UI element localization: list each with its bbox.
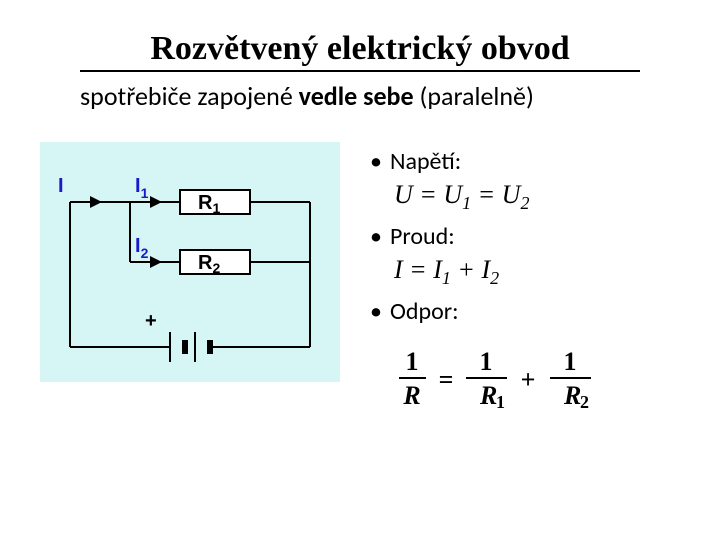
subtitle: spotřebiče zapojené vedle sebe (paraleln…: [80, 80, 640, 112]
bullet-voltage: •Napětí:: [370, 147, 694, 176]
subtitle-p2: (paralelně): [414, 80, 534, 112]
bullet-voltage-text: Napětí:: [390, 147, 461, 176]
bullet-resistance: •Odpor:: [370, 297, 694, 326]
label-I1-sub: 1: [141, 185, 149, 201]
bullet-resistance-text: Odpor:: [390, 297, 459, 326]
label-R1-sub: 1: [212, 200, 220, 216]
label-R2-sub: 2: [212, 260, 220, 276]
label-R2: R: [198, 252, 213, 274]
label-R1: R: [198, 192, 213, 214]
svg-text:1: 1: [480, 347, 493, 376]
formula-voltage: U = U1 = U2: [394, 180, 694, 214]
formula-current: I = I1 + I2: [394, 255, 694, 289]
page-title: Rozvětvený elektrický obvod: [80, 30, 640, 72]
svg-text:1: 1: [406, 347, 419, 376]
svg-text:+: +: [521, 365, 536, 394]
svg-text:2: 2: [580, 392, 589, 412]
subtitle-bold: vedle sebe: [299, 80, 414, 112]
equations-panel: •Napětí: U = U1 = U2 •Proud: I = I1 + I2…: [370, 142, 694, 421]
svg-text:=: =: [439, 365, 454, 394]
svg-text:R: R: [402, 381, 420, 410]
circuit-diagram: I I1 I2 R1 R2 +: [40, 142, 340, 382]
label-I: I: [58, 175, 64, 197]
subtitle-p1: spotřebiče zapojené: [80, 80, 299, 112]
label-plus: +: [145, 310, 157, 332]
label-I2-sub: 2: [141, 245, 149, 261]
svg-text:1: 1: [564, 347, 577, 376]
svg-text:R: R: [479, 381, 497, 410]
svg-text:I1: I1: [135, 175, 149, 201]
svg-text:R: R: [563, 381, 581, 410]
svg-text:I2: I2: [135, 235, 149, 261]
formula-resistance: 1 R = 1 R 1 + 1 R 2: [394, 346, 694, 421]
svg-text:1: 1: [496, 392, 505, 412]
bullet-current: •Proud:: [370, 222, 694, 251]
bullet-current-text: Proud:: [390, 222, 455, 251]
